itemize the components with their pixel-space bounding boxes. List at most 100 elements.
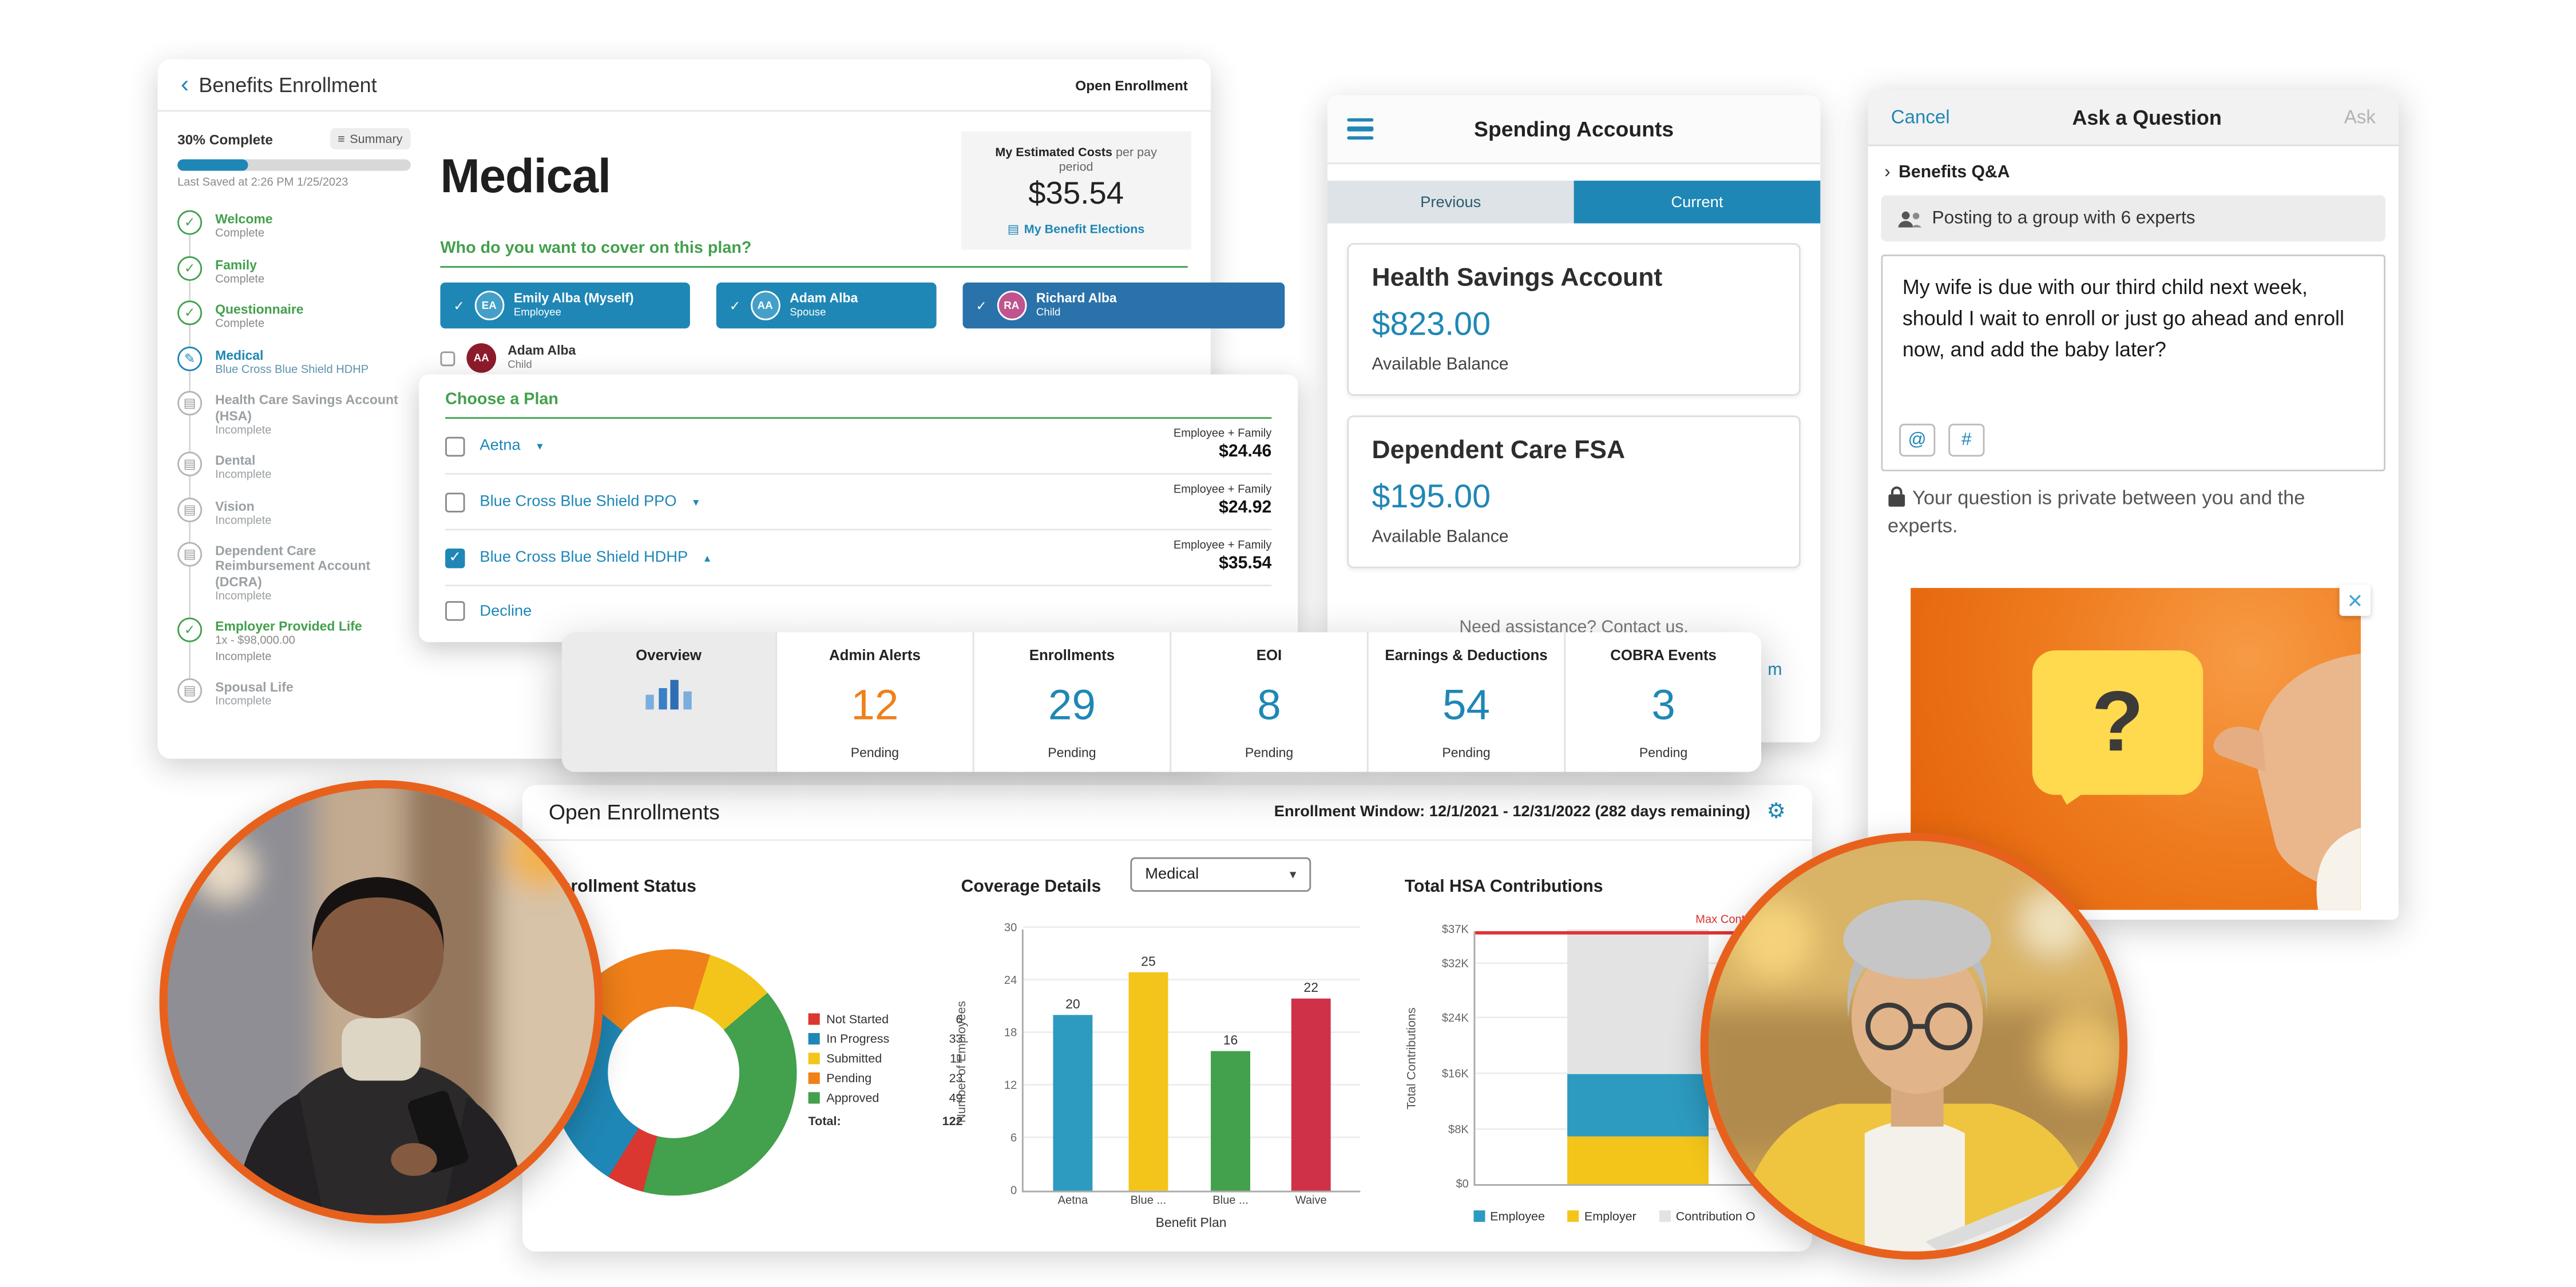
plan-checkbox[interactable] xyxy=(445,491,465,512)
bar-value: 25 xyxy=(1141,954,1156,969)
member-chip-emily[interactable]: ✓ EA Emily Alba (Myself) Employee xyxy=(440,282,690,329)
mention-button[interactable]: @ xyxy=(1899,423,1936,457)
stat-admin-alerts[interactable]: Admin Alerts 12 Pending xyxy=(775,632,973,772)
plan-row-bcbs-ppo[interactable]: Blue Cross Blue Shield PPO ▾ Employee + … xyxy=(445,475,1272,531)
experts-icon xyxy=(1898,210,1922,227)
y-tick: $0 xyxy=(1456,1179,1469,1191)
back-button[interactable]: ‹ Benefits Enrollment xyxy=(181,72,377,97)
lock-icon xyxy=(1888,486,1905,507)
coverage-filter-select[interactable]: Medical ▾ xyxy=(1130,857,1311,892)
plan-checkbox[interactable] xyxy=(445,601,465,621)
bar-column-blue-2: 16 Blue ... xyxy=(1211,1033,1250,1207)
chevron-down-icon[interactable]: ▾ xyxy=(537,440,543,453)
covered-members-row: ✓ EA Emily Alba (Myself) Employee ✓ AA Ad… xyxy=(440,282,1327,329)
bar-waive xyxy=(1291,998,1331,1191)
x-tick: Blue ... xyxy=(1130,1195,1167,1207)
member-chip-richard[interactable]: ✓ RA Richard Alba Child xyxy=(962,282,1285,329)
plan-row-aetna[interactable]: Aetna ▾ Employee + Family $24.46 xyxy=(445,419,1272,475)
plan-name-link[interactable]: Blue Cross Blue Shield PPO xyxy=(479,492,677,511)
step-dental[interactable]: ▤ Dental Incomplete xyxy=(177,445,411,490)
step-family[interactable]: ✓ Family Complete xyxy=(177,249,411,294)
chevron-down-icon[interactable]: ▾ xyxy=(693,496,699,509)
stat-enrollments[interactable]: Enrollments 29 Pending xyxy=(972,632,1170,772)
step-dcra[interactable]: ▤ Dependent Care Reimbursement Account (… xyxy=(177,536,411,611)
progress-bar xyxy=(177,159,411,171)
gear-icon[interactable]: ⚙ xyxy=(1766,800,1786,825)
hashtag-button[interactable]: # xyxy=(1948,423,1985,457)
stat-value: 3 xyxy=(1651,680,1675,729)
benefits-enrollment-header: ‹ Benefits Enrollment Open Enrollment xyxy=(157,59,1211,112)
question-input[interactable]: My wife is due with our third child next… xyxy=(1881,255,2385,472)
legend-label: Approved xyxy=(826,1090,879,1105)
coverage-y-axis-label: Number of Employees xyxy=(953,1000,969,1122)
plan-row-bcbs-hdhp[interactable]: ✓ Blue Cross Blue Shield HDHP ▴ Employee… xyxy=(445,530,1272,587)
tab-previous[interactable]: Previous xyxy=(1327,180,1574,224)
account-card-hsa[interactable]: Health Savings Account $823.00 Available… xyxy=(1347,243,1801,396)
step-welcome[interactable]: ✓ Welcome Complete xyxy=(177,204,411,249)
step-hsa[interactable]: ▤ Health Care Savings Account (HSA) Incom… xyxy=(177,385,411,446)
back-chevron-icon: ‹ xyxy=(180,70,189,99)
member-checkbox[interactable] xyxy=(440,351,455,366)
bar-chart-icon xyxy=(646,680,692,710)
account-card-dcfsa[interactable]: Dependent Care FSA $195.00 Available Bal… xyxy=(1347,415,1801,569)
account-balance-label: Available Balance xyxy=(1372,355,1509,375)
stat-cobra-events[interactable]: COBRA Events 3 Pending xyxy=(1564,632,1761,772)
benefits-qa-breadcrumb[interactable]: › Benefits Q&A xyxy=(1868,146,2399,196)
breadcrumb-chevron-icon: › xyxy=(1884,162,1891,182)
hsa-y-axis-label: Total Contributions xyxy=(1404,1007,1419,1110)
plan-checkbox-checked[interactable]: ✓ xyxy=(445,547,465,567)
legend-total-value: 122 xyxy=(942,1113,963,1128)
step-status-circle: ▤ xyxy=(177,391,203,416)
plan-name-link[interactable]: Aetna xyxy=(479,436,521,455)
y-tick: $37K xyxy=(1441,924,1469,936)
bar-blue-2 xyxy=(1211,1050,1250,1191)
stat-label: EOI xyxy=(1256,647,1282,664)
account-name: Dependent Care FSA xyxy=(1372,436,1626,465)
contact-link-fragment[interactable]: m xyxy=(1767,660,1782,680)
step-status-circle: ✓ xyxy=(177,618,203,643)
member-chip-adam-spouse[interactable]: ✓ AA Adam Alba Spouse xyxy=(716,282,937,329)
step-spousal-life[interactable]: ▤ Spousal Life Incomplete xyxy=(177,672,411,717)
ask-submit-button[interactable]: Ask xyxy=(2344,108,2376,128)
tab-current[interactable]: Current xyxy=(1574,180,1821,224)
step-status: Complete xyxy=(215,273,265,285)
step-vision[interactable]: ▤ Vision Incomplete xyxy=(177,491,411,536)
step-medical[interactable]: ✎ Medical Blue Cross Blue Shield HDHP xyxy=(177,340,411,385)
hamburger-menu-icon[interactable] xyxy=(1347,118,1374,140)
summary-button[interactable]: ≡ Summary xyxy=(329,128,411,150)
y-tick: $32K xyxy=(1441,959,1469,971)
account-name: Health Savings Account xyxy=(1372,264,1663,293)
step-label: Vision xyxy=(215,498,255,514)
step-status: Complete xyxy=(215,319,265,331)
plan-name-link[interactable]: Blue Cross Blue Shield HDHP xyxy=(479,548,688,567)
plan-row-decline[interactable]: Decline xyxy=(445,586,1271,635)
plan-name-link[interactable]: Decline xyxy=(479,602,532,620)
question-mark-bubble: ? xyxy=(2032,650,2204,805)
stat-earnings-deductions[interactable]: Earnings & Deductions 54 Pending xyxy=(1366,632,1564,772)
costs-suffix: per pay period xyxy=(1059,144,1157,174)
step-status: Blue Cross Blue Shield HDHP xyxy=(215,364,369,376)
progress-percent-label: 30% Complete xyxy=(177,130,273,147)
legend-label: Submitted xyxy=(826,1050,882,1065)
plan-checkbox[interactable] xyxy=(445,436,465,456)
cancel-button[interactable]: Cancel xyxy=(1891,108,1950,128)
stat-eoi[interactable]: EOI 8 Pending xyxy=(1170,632,1367,772)
legend-swatch xyxy=(808,1032,820,1044)
admin-stats-bar: Overview Admin Alerts 12 Pending Enrollm… xyxy=(561,632,1761,772)
legend-item: Employer xyxy=(1568,1209,1636,1224)
chevron-up-icon[interactable]: ▴ xyxy=(704,553,711,565)
my-benefit-elections-link[interactable]: ▤ My Benefit Elections xyxy=(977,222,1175,237)
posting-group-selector[interactable]: Posting to a group with 6 experts xyxy=(1881,195,2385,242)
step-employer-provided-life[interactable]: ✓ Employer Provided Life 1x - $98,000.00 I… xyxy=(177,611,411,672)
step-status: Incomplete xyxy=(215,697,272,709)
medical-plan-main: Medical My Estimated Costs per pay perio… xyxy=(419,112,1298,758)
check-icon: ✓ xyxy=(729,298,741,313)
tab-overview[interactable]: Overview xyxy=(561,632,776,772)
close-icon[interactable]: ✕ xyxy=(2339,585,2371,616)
member-name: Adam Alba xyxy=(508,343,576,359)
coverage-x-axis-label: Benefit Plan xyxy=(1155,1215,1227,1230)
member-row-adam-child[interactable]: AA Adam Alba Child xyxy=(440,343,1187,373)
legend-value: 33 xyxy=(949,1030,963,1046)
step-questionnaire[interactable]: ✓ Questionnaire Complete xyxy=(177,294,411,339)
